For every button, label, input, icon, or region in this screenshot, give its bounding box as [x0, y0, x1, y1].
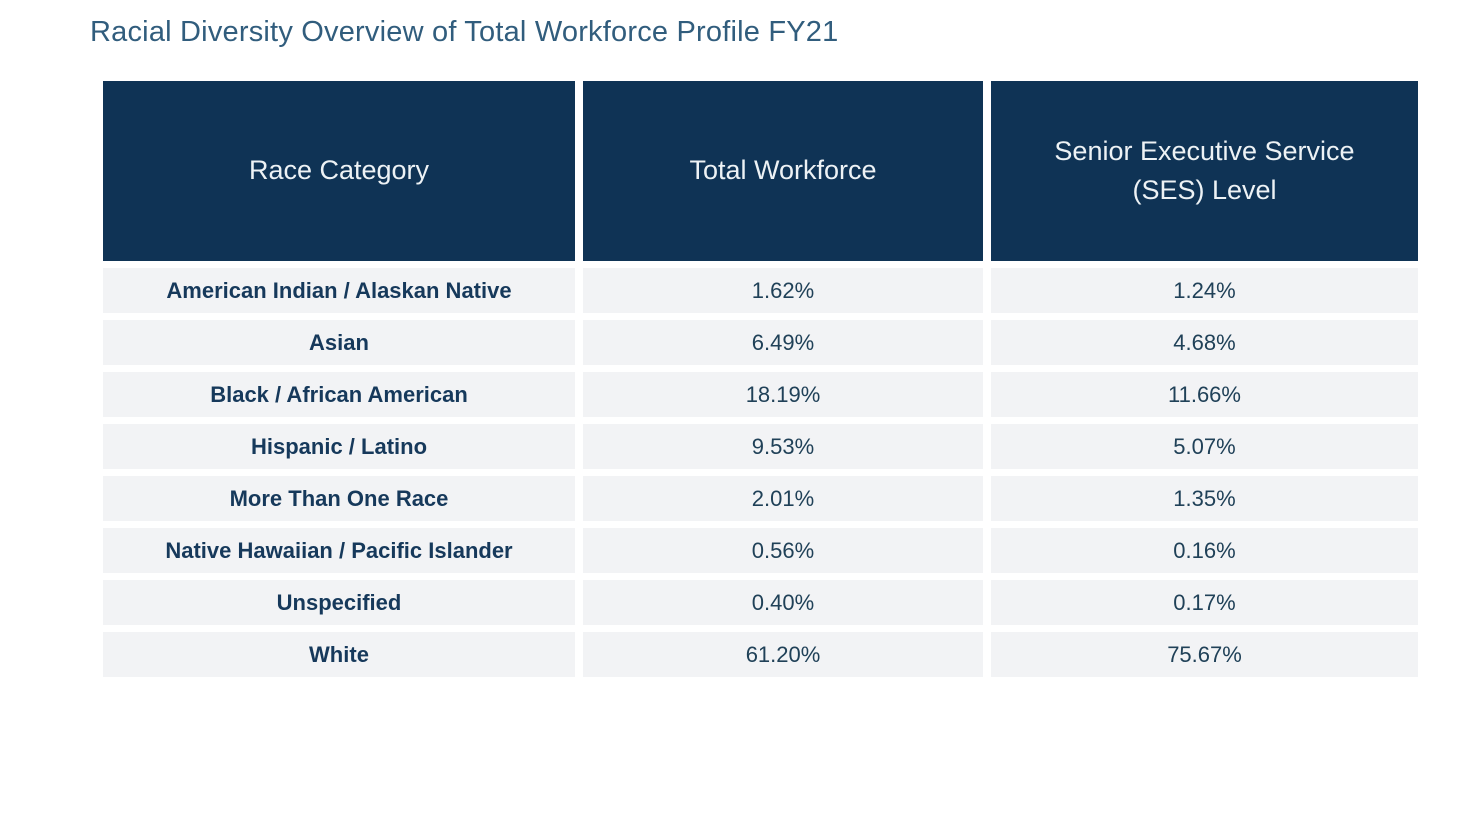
table-row: Hispanic / Latino 9.53% 5.07% [103, 424, 1418, 469]
total-workforce-cell: 9.53% [583, 424, 983, 469]
ses-level-cell: 0.17% [991, 580, 1418, 625]
ses-level-cell: 1.35% [991, 476, 1418, 521]
column-header-ses-level: Senior Executive Service (SES) Level [991, 81, 1418, 261]
table-header-row: Race Category Total Workforce Senior Exe… [103, 81, 1418, 261]
total-workforce-cell: 2.01% [583, 476, 983, 521]
table-row: American Indian / Alaskan Native 1.62% 1… [103, 268, 1418, 313]
race-category-cell: American Indian / Alaskan Native [103, 268, 575, 313]
total-workforce-cell: 1.62% [583, 268, 983, 313]
ses-level-cell: 0.16% [991, 528, 1418, 573]
table-row: Black / African American 18.19% 11.66% [103, 372, 1418, 417]
total-workforce-cell: 61.20% [583, 632, 983, 677]
table-row: White 61.20% 75.67% [103, 632, 1418, 677]
column-header-total-workforce: Total Workforce [583, 81, 983, 261]
table-row: More Than One Race 2.01% 1.35% [103, 476, 1418, 521]
ses-level-cell: 1.24% [991, 268, 1418, 313]
race-category-cell: Asian [103, 320, 575, 365]
total-workforce-cell: 0.56% [583, 528, 983, 573]
ses-level-cell: 75.67% [991, 632, 1418, 677]
table-body: American Indian / Alaskan Native 1.62% 1… [103, 268, 1418, 677]
ses-level-cell: 5.07% [991, 424, 1418, 469]
race-category-cell: White [103, 632, 575, 677]
race-category-cell: Hispanic / Latino [103, 424, 575, 469]
race-category-cell: More Than One Race [103, 476, 575, 521]
total-workforce-cell: 18.19% [583, 372, 983, 417]
total-workforce-cell: 0.40% [583, 580, 983, 625]
column-header-race-category: Race Category [103, 81, 575, 261]
page-title: Racial Diversity Overview of Total Workf… [90, 16, 839, 48]
table-row: Asian 6.49% 4.68% [103, 320, 1418, 365]
table-row: Native Hawaiian / Pacific Islander 0.56%… [103, 528, 1418, 573]
table-row: Unspecified 0.40% 0.17% [103, 580, 1418, 625]
race-category-cell: Unspecified [103, 580, 575, 625]
total-workforce-cell: 6.49% [583, 320, 983, 365]
ses-level-cell: 4.68% [991, 320, 1418, 365]
race-category-cell: Black / African American [103, 372, 575, 417]
race-category-cell: Native Hawaiian / Pacific Islander [103, 528, 575, 573]
ses-level-cell: 11.66% [991, 372, 1418, 417]
workforce-diversity-table: Race Category Total Workforce Senior Exe… [103, 81, 1418, 677]
